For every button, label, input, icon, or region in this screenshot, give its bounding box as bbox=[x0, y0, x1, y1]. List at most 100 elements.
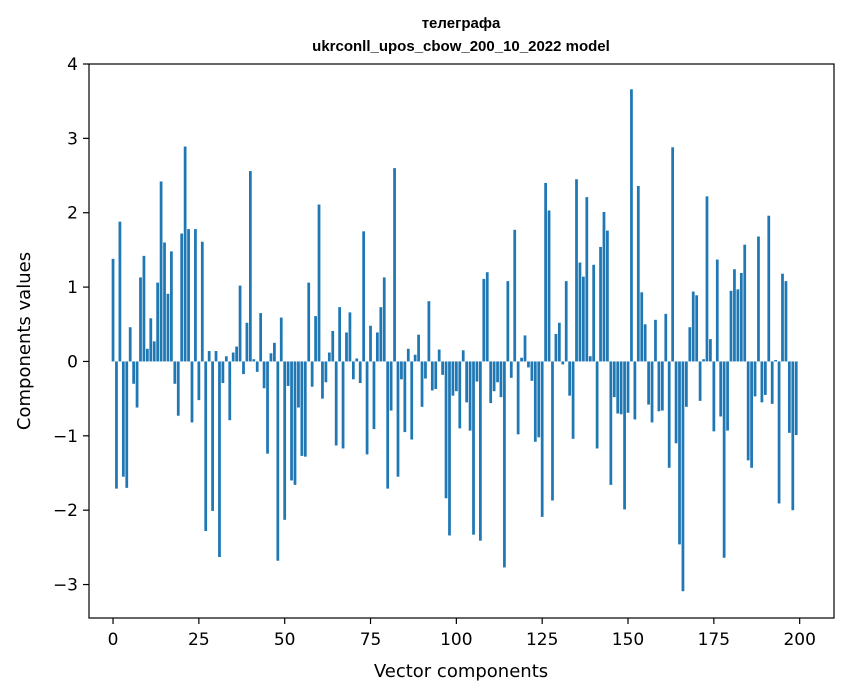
bar-128 bbox=[551, 361, 554, 501]
bar-107 bbox=[479, 361, 482, 541]
bar-64 bbox=[331, 330, 335, 362]
bar-11 bbox=[149, 318, 153, 362]
bar-101 bbox=[458, 361, 462, 429]
bar-111 bbox=[492, 361, 496, 392]
bar-75 bbox=[369, 325, 372, 362]
y-tick-label: −1 bbox=[53, 427, 78, 447]
bar-184 bbox=[743, 244, 747, 362]
bar-92 bbox=[427, 301, 431, 362]
bar-89 bbox=[417, 334, 420, 362]
bar-171 bbox=[698, 361, 702, 401]
bar-84 bbox=[400, 361, 403, 380]
bar-33 bbox=[224, 356, 228, 362]
bar-58 bbox=[310, 361, 314, 387]
bar-148 bbox=[619, 361, 623, 415]
bar-42 bbox=[255, 361, 259, 372]
bar-73 bbox=[362, 231, 366, 362]
bar-50 bbox=[283, 361, 287, 520]
bar-81 bbox=[389, 361, 393, 411]
bar-157 bbox=[650, 361, 654, 423]
bar-91 bbox=[424, 361, 427, 379]
bar-125 bbox=[540, 361, 544, 517]
bar-78 bbox=[379, 307, 383, 362]
bar-15 bbox=[163, 242, 166, 362]
bar-88 bbox=[413, 354, 417, 362]
y-axis-label: Components values bbox=[14, 252, 35, 430]
bar-8 bbox=[139, 277, 142, 362]
bar-135 bbox=[575, 179, 578, 362]
bar-198 bbox=[791, 361, 795, 511]
bar-56 bbox=[303, 361, 307, 457]
bar-147 bbox=[616, 361, 620, 414]
y-tick-label: 2 bbox=[67, 204, 78, 224]
bar-130 bbox=[557, 322, 561, 362]
bar-114 bbox=[503, 361, 506, 568]
bar-124 bbox=[537, 361, 541, 438]
x-tick-label: 25 bbox=[188, 630, 210, 650]
bar-98 bbox=[448, 361, 451, 536]
bar-21 bbox=[183, 146, 187, 362]
bar-38 bbox=[242, 361, 245, 375]
bar-72 bbox=[358, 361, 362, 384]
bar-20 bbox=[180, 233, 184, 362]
bar-90 bbox=[420, 361, 424, 407]
bar-19 bbox=[176, 361, 180, 416]
y-tick-label: −3 bbox=[53, 576, 78, 596]
bar-47 bbox=[273, 342, 276, 362]
bar-189 bbox=[760, 361, 764, 403]
bar-52 bbox=[290, 361, 293, 481]
bar-115 bbox=[506, 281, 510, 362]
bar-105 bbox=[472, 361, 475, 535]
bar-179 bbox=[726, 361, 729, 431]
bar-123 bbox=[533, 361, 537, 442]
bar-156 bbox=[647, 361, 650, 405]
bar-199 bbox=[794, 361, 798, 436]
bar-29 bbox=[211, 361, 214, 511]
bar-43 bbox=[259, 313, 263, 362]
bar-9 bbox=[142, 255, 146, 362]
bar-172 bbox=[702, 359, 705, 362]
bar-102 bbox=[461, 350, 465, 362]
bar-62 bbox=[324, 361, 328, 383]
bar-59 bbox=[314, 316, 317, 362]
x-tick-label: 100 bbox=[440, 630, 472, 650]
bar-112 bbox=[496, 361, 499, 383]
bar-116 bbox=[509, 361, 513, 378]
bar-145 bbox=[609, 361, 613, 485]
bar-188 bbox=[757, 236, 760, 362]
bar-99 bbox=[451, 361, 455, 396]
bar-3 bbox=[121, 361, 125, 477]
bar-46 bbox=[269, 353, 273, 362]
bar-121 bbox=[527, 361, 530, 368]
bar-24 bbox=[194, 229, 197, 362]
bar-193 bbox=[774, 359, 778, 362]
bar-161 bbox=[664, 313, 668, 362]
bar-23 bbox=[190, 361, 194, 423]
bar-140 bbox=[592, 264, 596, 362]
bar-61 bbox=[321, 361, 324, 399]
bar-191 bbox=[767, 215, 771, 362]
bar-165 bbox=[678, 361, 681, 545]
bar-70 bbox=[351, 361, 355, 380]
bar-141 bbox=[595, 361, 599, 449]
bar-195 bbox=[781, 273, 784, 362]
bar-82 bbox=[393, 168, 396, 362]
bar-138 bbox=[585, 197, 589, 362]
bar-185 bbox=[746, 361, 750, 461]
bar-80 bbox=[386, 361, 390, 489]
bar-14 bbox=[159, 181, 163, 362]
bar-182 bbox=[736, 289, 740, 362]
bar-133 bbox=[568, 361, 572, 396]
bar-151 bbox=[630, 89, 633, 362]
bar-48 bbox=[276, 361, 280, 561]
x-tick-label: 150 bbox=[612, 630, 644, 650]
bar-144 bbox=[606, 230, 609, 362]
bar-36 bbox=[235, 346, 238, 362]
bar-39 bbox=[245, 322, 249, 362]
bar-181 bbox=[733, 269, 736, 362]
bar-109 bbox=[485, 272, 489, 362]
bar-45 bbox=[266, 361, 269, 454]
bar-166 bbox=[681, 361, 685, 592]
y-tick-label: 0 bbox=[67, 352, 78, 372]
bar-162 bbox=[667, 361, 671, 468]
